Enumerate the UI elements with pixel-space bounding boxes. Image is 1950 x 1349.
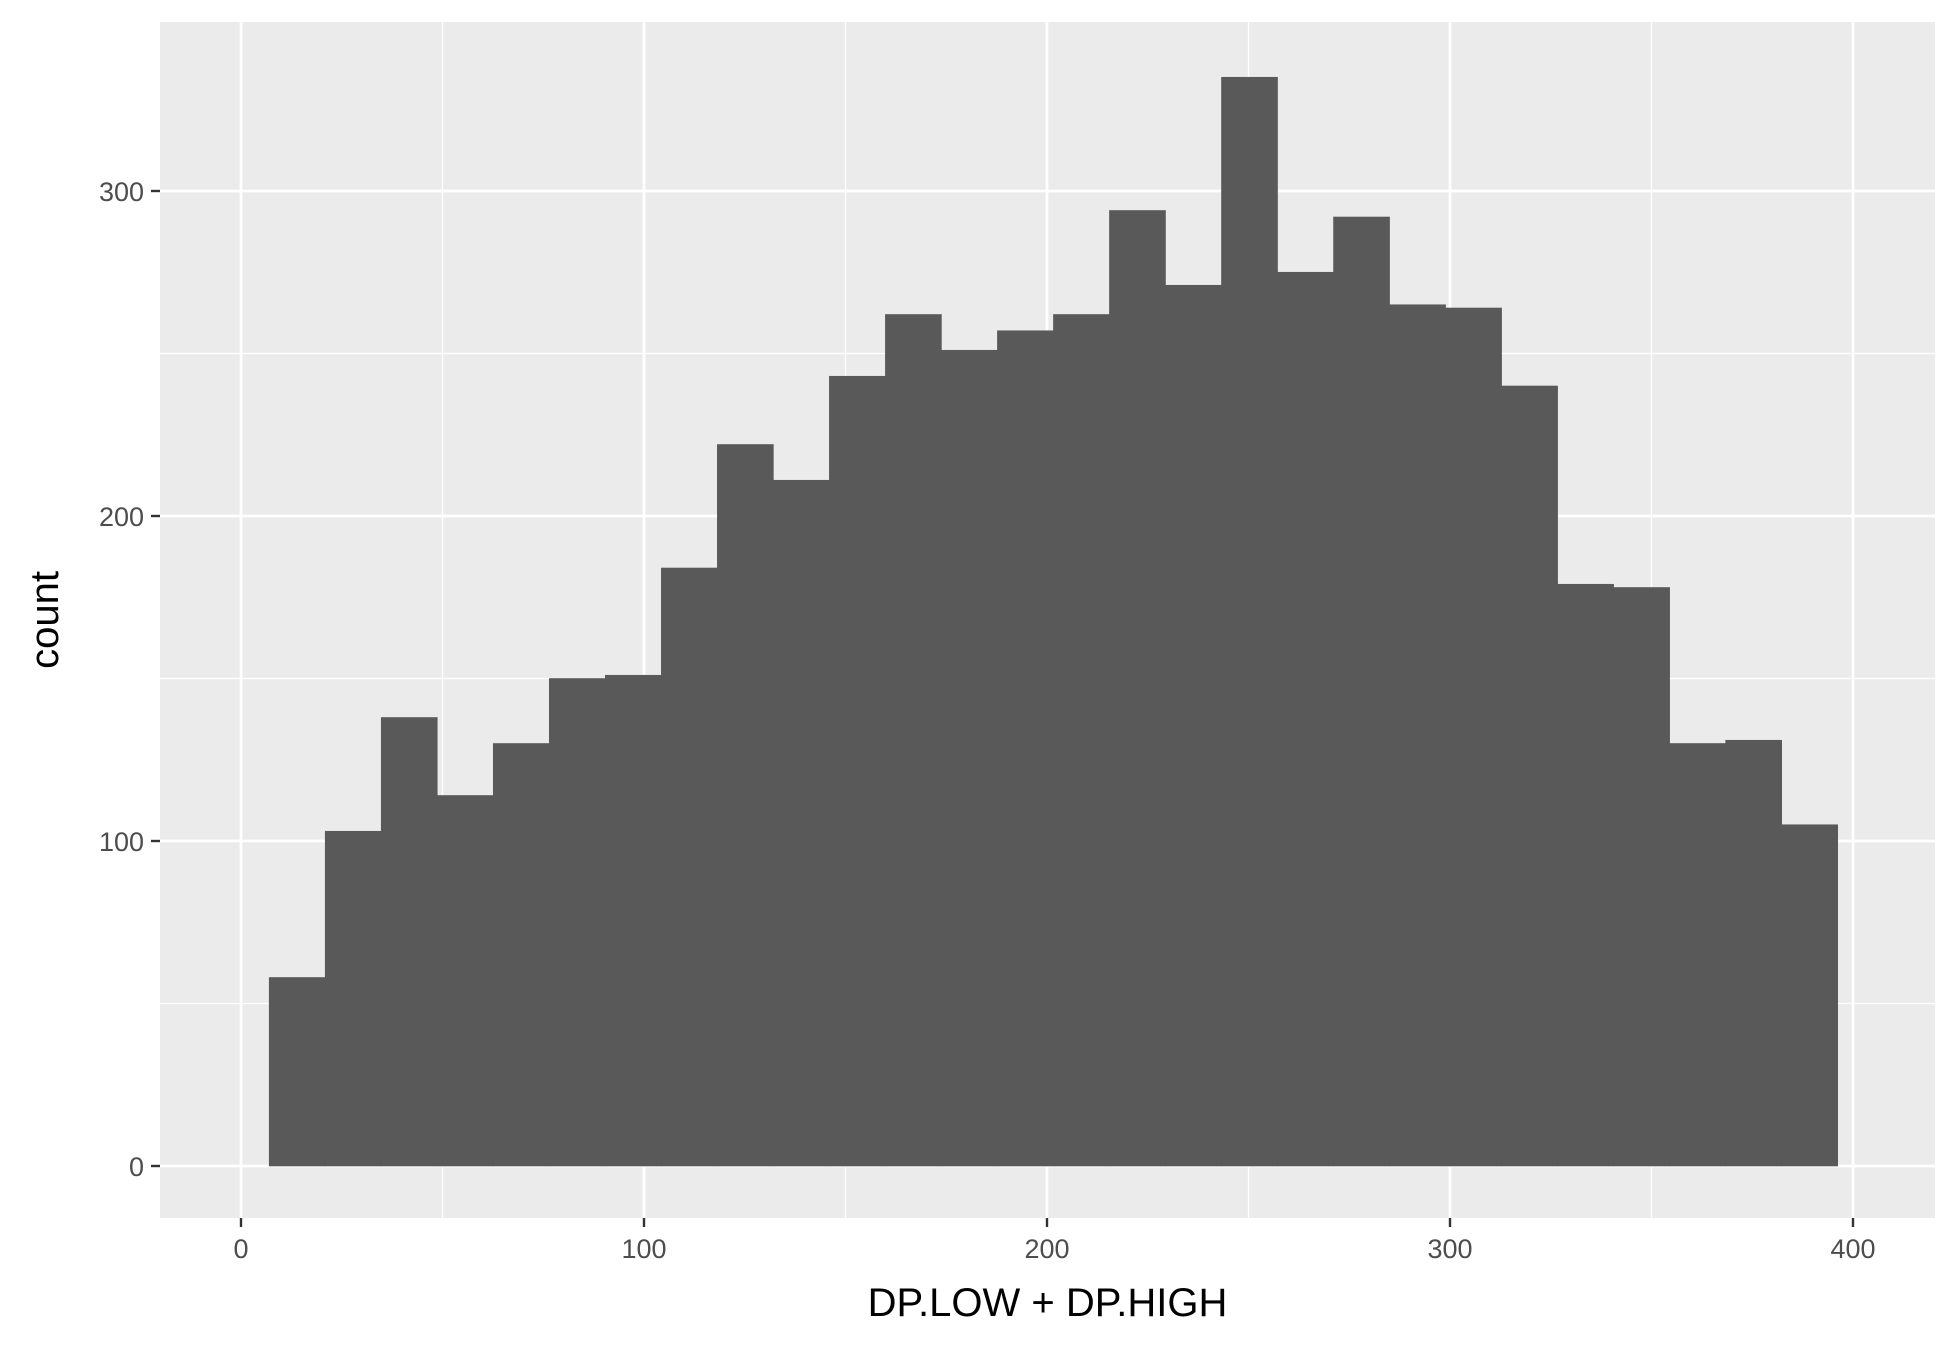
histogram-bar: [773, 479, 830, 1167]
histogram-bar: [997, 330, 1054, 1167]
x-tick-label: 400: [1830, 1234, 1875, 1264]
histogram-bar: [492, 743, 550, 1167]
y-tick-label: 200: [99, 502, 144, 532]
x-tick-label: 200: [1024, 1234, 1069, 1264]
histogram-bar: [829, 375, 886, 1167]
y-axis-title: count: [23, 571, 67, 669]
x-tick-label: 100: [621, 1234, 666, 1264]
histogram-bar: [1389, 304, 1446, 1167]
histogram-bar: [324, 830, 382, 1167]
histogram-bar: [268, 977, 326, 1167]
x-tick-label: 300: [1427, 1234, 1472, 1264]
histogram-bar: [1277, 271, 1334, 1167]
histogram-bar: [717, 444, 774, 1167]
histogram-bar: [1053, 314, 1110, 1167]
y-tick-label: 0: [129, 1152, 144, 1182]
histogram-bar: [1669, 743, 1726, 1167]
histogram-bar: [885, 314, 942, 1167]
histogram-bar: [1221, 76, 1278, 1167]
histogram-bar: [941, 349, 998, 1167]
histogram-bars: [268, 76, 1838, 1167]
y-axis-ticks: 0 100 200 300: [99, 177, 160, 1182]
y-tick-label: 100: [99, 827, 144, 857]
histogram-bar: [548, 678, 606, 1167]
histogram-bar: [1725, 739, 1782, 1167]
histogram-bar: [1501, 385, 1558, 1167]
histogram-bar: [436, 795, 494, 1167]
histogram-bar: [1445, 307, 1502, 1167]
histogram-bar: [1165, 284, 1222, 1167]
x-axis-ticks: 0 100 200 300 400: [233, 1218, 1876, 1264]
histogram-bar: [1333, 216, 1390, 1167]
histogram-bar: [380, 717, 438, 1167]
histogram-bar: [661, 567, 718, 1167]
histogram-bar: [1613, 587, 1670, 1167]
y-tick-label: 300: [99, 177, 144, 207]
histogram-bar: [605, 674, 662, 1167]
histogram-bar: [1781, 824, 1838, 1167]
x-tick-label: 0: [233, 1234, 248, 1264]
histogram-bar: [1557, 583, 1614, 1167]
x-axis-title: DP.LOW + DP.HIGH: [868, 1281, 1228, 1325]
histogram-bar: [1109, 210, 1166, 1167]
